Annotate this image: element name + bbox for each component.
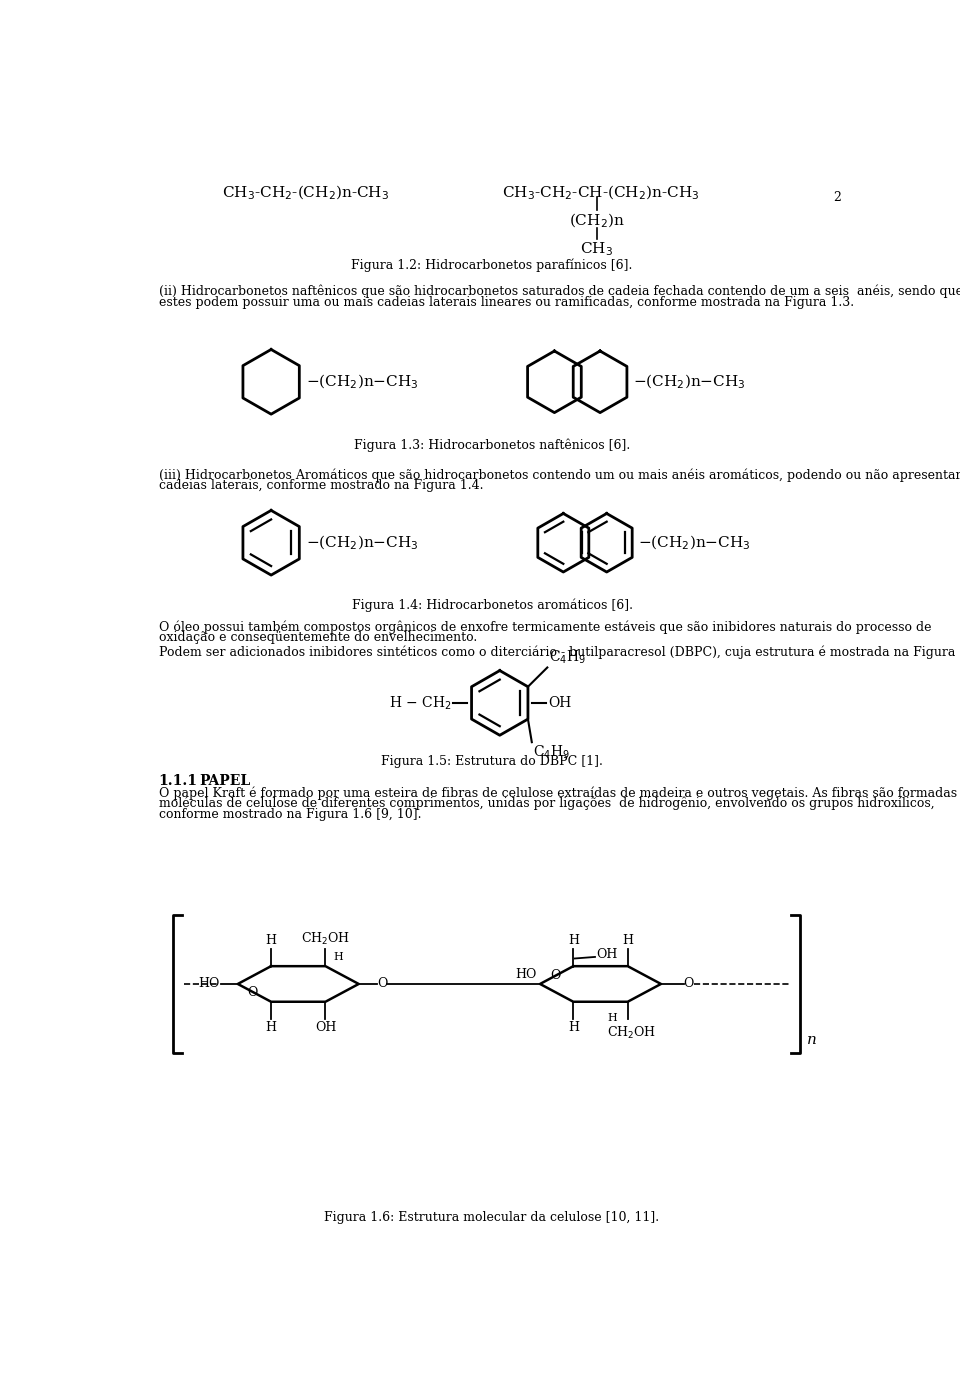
Text: O: O xyxy=(376,977,387,990)
Text: HO: HO xyxy=(198,977,219,990)
Text: Figura 1.2: Hidrocarbonetos parafínicos [6].: Figura 1.2: Hidrocarbonetos parafínicos … xyxy=(351,259,633,273)
Text: 2: 2 xyxy=(833,192,841,204)
Text: n: n xyxy=(806,1033,817,1047)
Text: CH$_3$-CH$_2$-CH-(CH$_2$)n-CH$_3$: CH$_3$-CH$_2$-CH-(CH$_2$)n-CH$_3$ xyxy=(502,183,699,201)
Text: O: O xyxy=(550,969,561,981)
Text: (iii) Hidrocarbonetos Aromáticos que são hidrocarbonetos contendo um ou mais ané: (iii) Hidrocarbonetos Aromáticos que são… xyxy=(158,468,960,481)
Text: C$_4$H$_9$: C$_4$H$_9$ xyxy=(549,649,586,665)
Text: O: O xyxy=(248,987,258,1000)
Text: (CH$_2$)n: (CH$_2$)n xyxy=(568,211,625,231)
Text: O papel Kraft é formado por uma esteira de fibras de celulose extraídas de madei: O papel Kraft é formado por uma esteira … xyxy=(158,786,960,800)
Text: H: H xyxy=(266,1021,276,1035)
Text: cadeias laterais, conforme mostrado na Figura 1.4.: cadeias laterais, conforme mostrado na F… xyxy=(158,480,483,492)
Text: conforme mostrado na Figura 1.6 [9, 10].: conforme mostrado na Figura 1.6 [9, 10]. xyxy=(158,808,421,821)
Text: O óleo possui também compostos orgânicos de enxofre termicamente estáveis que sã: O óleo possui também compostos orgânicos… xyxy=(158,621,931,635)
Text: $-$(CH$_2$)n$-$CH$_3$: $-$(CH$_2$)n$-$CH$_3$ xyxy=(306,373,419,391)
Text: H: H xyxy=(567,1021,579,1035)
Text: H: H xyxy=(608,1014,617,1023)
Text: H: H xyxy=(567,934,579,946)
Text: Figura 1.4: Hidrocarbonetos aromáticos [6].: Figura 1.4: Hidrocarbonetos aromáticos [… xyxy=(351,598,633,612)
Text: CH$_3$-CH$_2$-(CH$_2$)n-CH$_3$: CH$_3$-CH$_2$-(CH$_2$)n-CH$_3$ xyxy=(223,183,390,201)
Text: Podem ser adicionados inibidores sintéticos como o diterciário - butilparacresol: Podem ser adicionados inibidores sintéti… xyxy=(158,644,960,658)
Text: PAPEL: PAPEL xyxy=(199,773,251,787)
Text: $-$(CH$_2$)n$-$CH$_3$: $-$(CH$_2$)n$-$CH$_3$ xyxy=(634,373,746,391)
Text: H: H xyxy=(266,934,276,946)
Text: $-$(CH$_2$)n$-$CH$_3$: $-$(CH$_2$)n$-$CH$_3$ xyxy=(638,534,751,552)
Text: CH$_3$: CH$_3$ xyxy=(580,240,613,257)
Text: (ii) Hidrocarbonetos naftênicos que são hidrocarbonetos saturados de cadeia fech: (ii) Hidrocarbonetos naftênicos que são … xyxy=(158,285,960,298)
Text: H $-$ CH$_2$: H $-$ CH$_2$ xyxy=(389,695,452,712)
Text: CH$_2$OH: CH$_2$OH xyxy=(300,931,350,946)
Text: C$_4$H$_9$: C$_4$H$_9$ xyxy=(534,744,570,761)
Text: OH: OH xyxy=(315,1021,336,1035)
Text: oxidação e conseqüentemente do envelhecimento.: oxidação e conseqüentemente do envelheci… xyxy=(158,632,477,644)
Text: Figura 1.6: Estrutura molecular da celulose [10, 11].: Figura 1.6: Estrutura molecular da celul… xyxy=(324,1211,660,1225)
Text: Figura 1.5: Estrutura do DBPC [1].: Figura 1.5: Estrutura do DBPC [1]. xyxy=(381,755,603,768)
Text: moléculas de celulose de diferentes comprimentos, unidas por ligações  de hidrog: moléculas de celulose de diferentes comp… xyxy=(158,797,934,811)
Text: 1.1.1: 1.1.1 xyxy=(158,773,198,787)
Text: Figura 1.3: Hidrocarbonetos naftênicos [6].: Figura 1.3: Hidrocarbonetos naftênicos [… xyxy=(354,439,630,453)
Text: H: H xyxy=(333,952,343,962)
Text: HO: HO xyxy=(515,969,537,981)
Text: O: O xyxy=(683,977,693,990)
Text: $-$(CH$_2$)n$-$CH$_3$: $-$(CH$_2$)n$-$CH$_3$ xyxy=(306,534,419,552)
Text: H: H xyxy=(622,934,634,946)
Text: OH: OH xyxy=(548,696,571,710)
Text: estes podem possuir uma ou mais cadeias laterais lineares ou ramificadas, confor: estes podem possuir uma ou mais cadeias … xyxy=(158,295,853,309)
Text: OH: OH xyxy=(596,948,618,960)
Text: CH$_2$OH: CH$_2$OH xyxy=(607,1025,656,1042)
